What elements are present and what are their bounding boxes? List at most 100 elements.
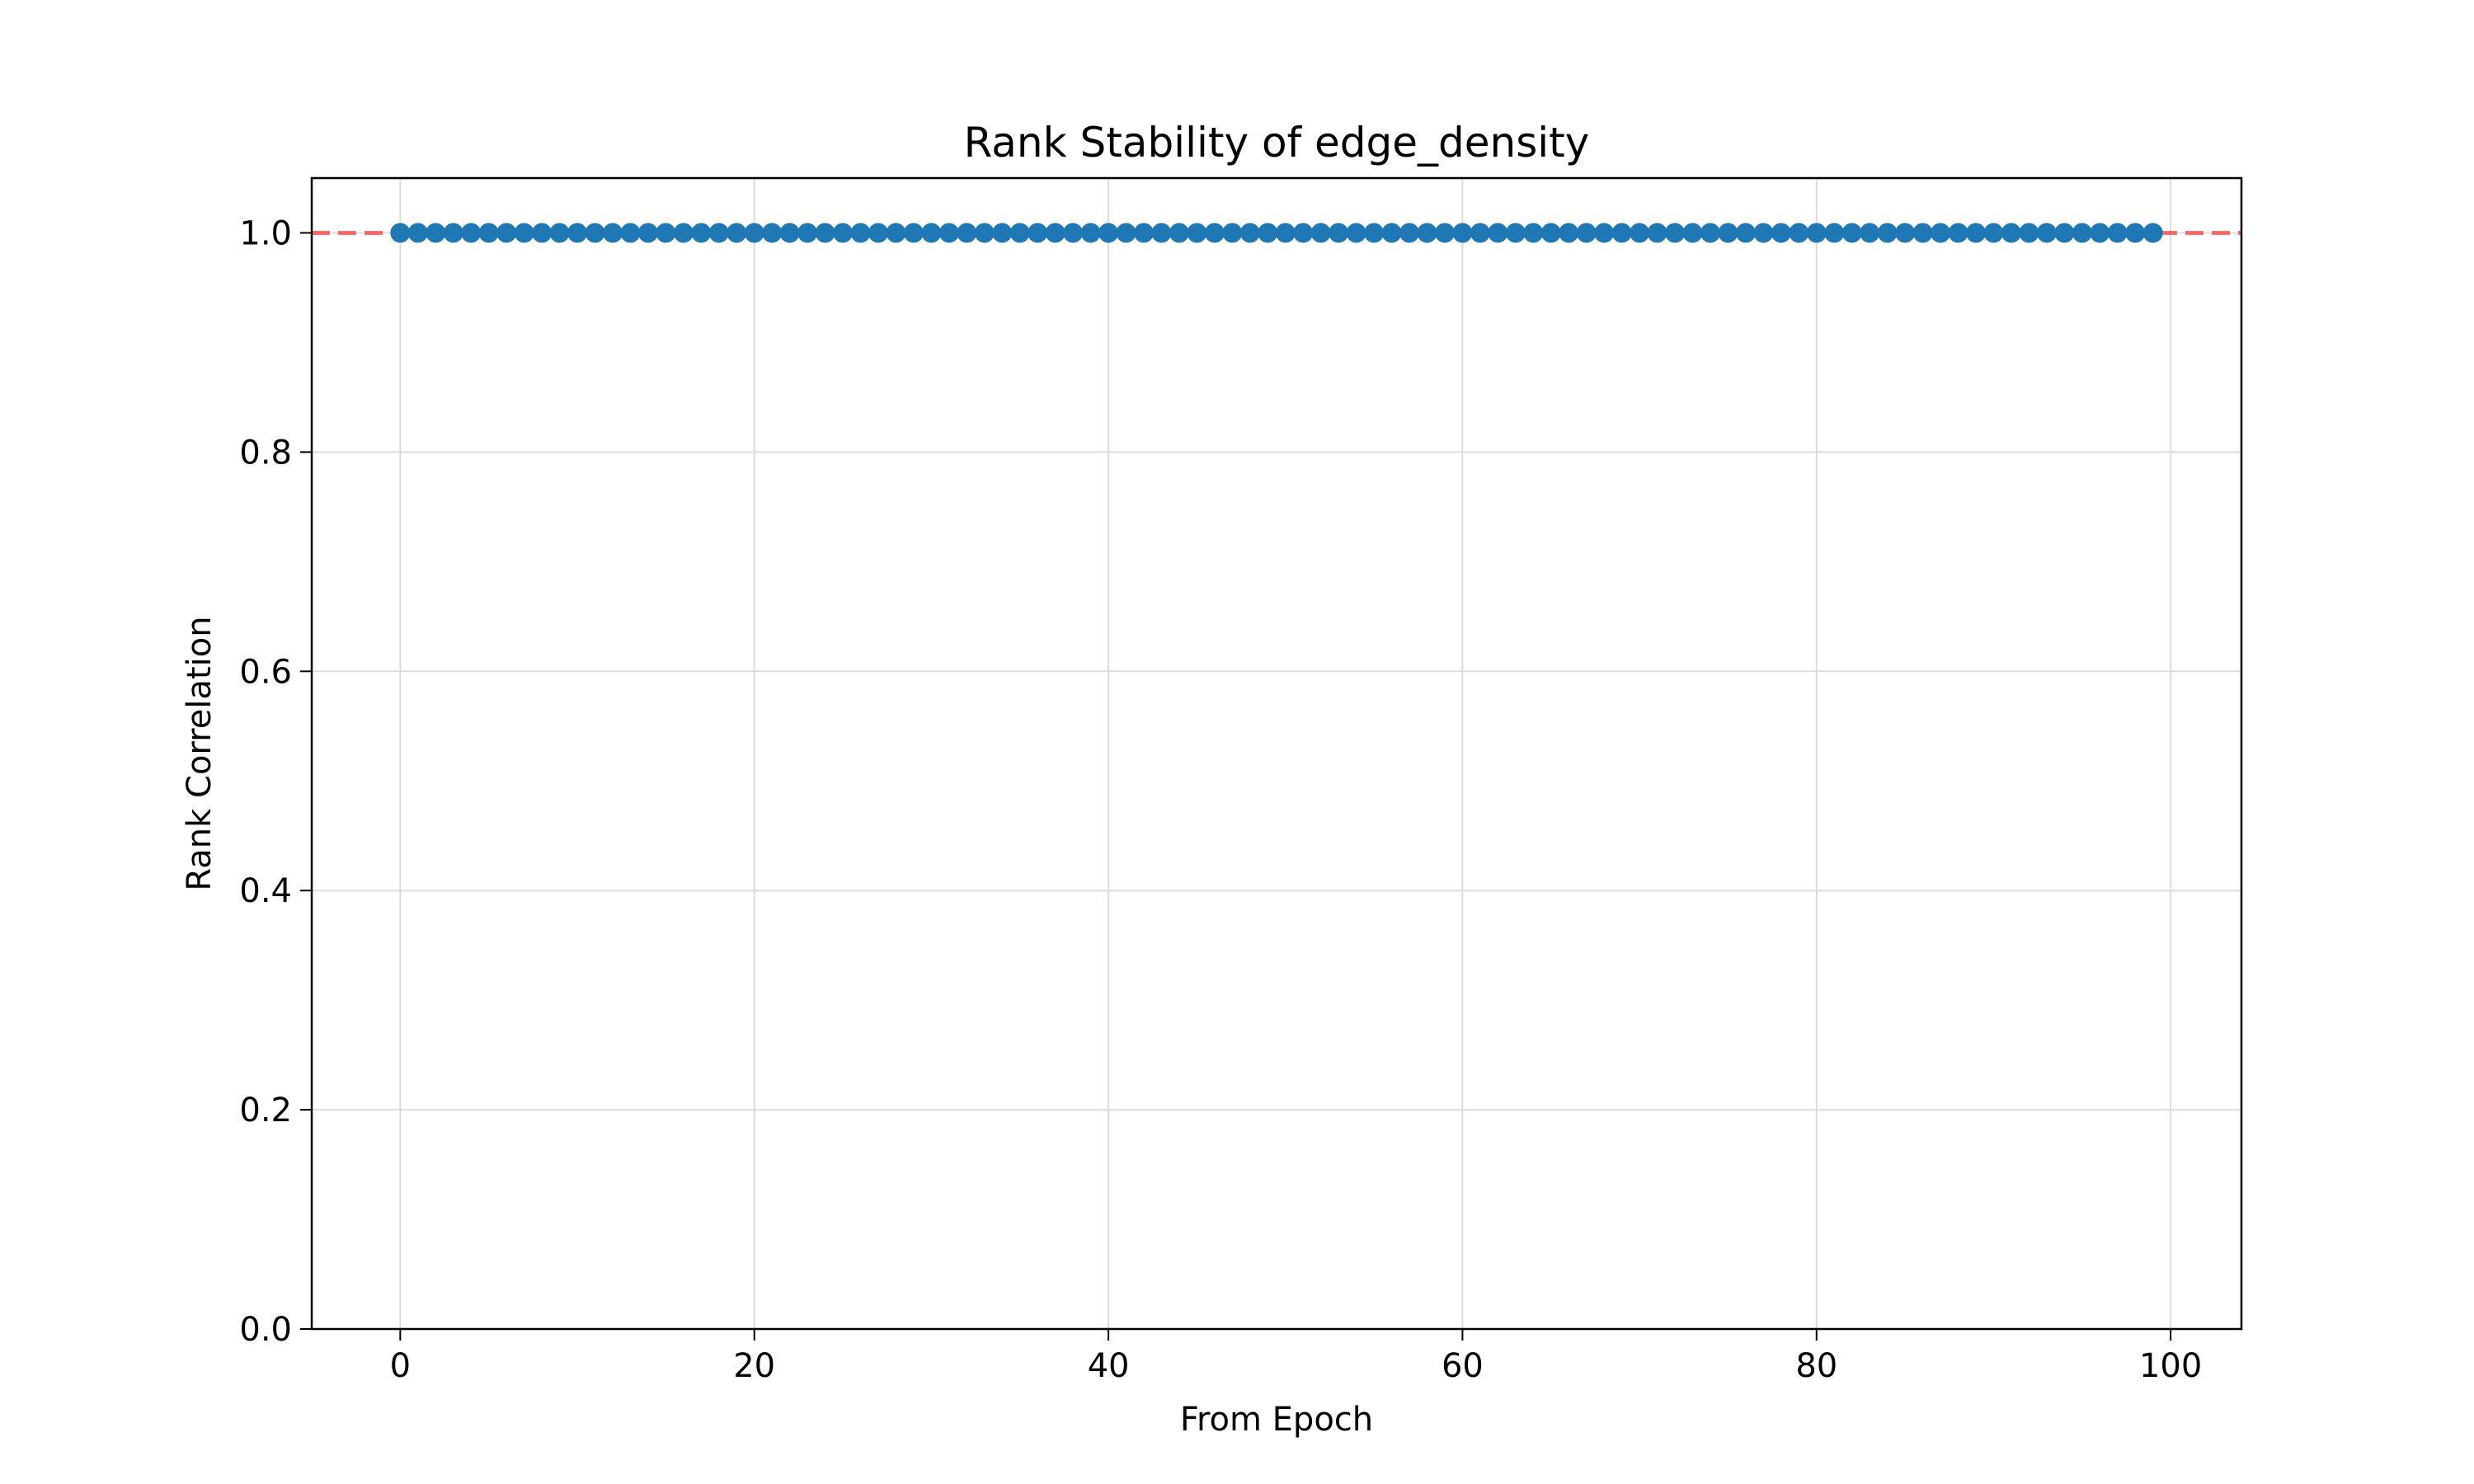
x-tick-label: 0 bbox=[390, 1347, 411, 1385]
data-point bbox=[1806, 223, 1827, 243]
data-point bbox=[1009, 223, 1030, 243]
data-point bbox=[2019, 223, 2039, 243]
data-point bbox=[1098, 223, 1119, 243]
data-point bbox=[2036, 223, 2057, 243]
data-point bbox=[1133, 223, 1154, 243]
data-point bbox=[1434, 223, 1455, 243]
data-point bbox=[2054, 223, 2075, 243]
data-point bbox=[974, 223, 995, 243]
data-point bbox=[903, 223, 924, 243]
data-point bbox=[1169, 223, 1189, 243]
data-point bbox=[744, 223, 764, 243]
data-point bbox=[1540, 223, 1561, 243]
data-point bbox=[1381, 223, 1402, 243]
data-point bbox=[549, 223, 570, 243]
data-point bbox=[585, 223, 605, 243]
data-point bbox=[1204, 223, 1225, 243]
data-point bbox=[1983, 223, 2004, 243]
data-point bbox=[815, 223, 835, 243]
data-point bbox=[938, 223, 959, 243]
y-axis-ticks: 0.0 0.2 0.4 0.6 0.8 1.0 bbox=[239, 214, 312, 1349]
data-point bbox=[992, 223, 1013, 243]
x-tick-label: 40 bbox=[1088, 1347, 1130, 1385]
data-point bbox=[727, 223, 747, 243]
data-point bbox=[1718, 223, 1738, 243]
data-point bbox=[2072, 223, 2092, 243]
x-tick-label: 60 bbox=[1442, 1347, 1484, 1385]
data-point bbox=[921, 223, 942, 243]
data-point bbox=[1860, 223, 1880, 243]
data-point bbox=[1151, 223, 1172, 243]
data-point bbox=[1912, 223, 1933, 243]
data-point bbox=[426, 223, 446, 243]
data-point bbox=[1576, 223, 1597, 243]
data-point bbox=[2142, 223, 2163, 243]
data-point bbox=[1239, 223, 1260, 243]
data-point bbox=[390, 223, 411, 243]
data-point bbox=[1771, 223, 1791, 243]
data-point bbox=[1452, 223, 1473, 243]
data-point bbox=[567, 223, 588, 243]
data-point bbox=[779, 223, 800, 243]
data-point bbox=[1028, 223, 1048, 243]
x-tick-label: 100 bbox=[2139, 1347, 2202, 1385]
data-point bbox=[496, 223, 517, 243]
x-axis-label: From Epoch bbox=[1180, 1401, 1373, 1439]
data-point bbox=[461, 223, 482, 243]
data-point bbox=[833, 223, 854, 243]
data-point bbox=[1948, 223, 1968, 243]
data-point bbox=[850, 223, 871, 243]
series-layer bbox=[390, 223, 2163, 243]
data-point bbox=[708, 223, 729, 243]
data-point bbox=[1594, 223, 1615, 243]
data-point bbox=[691, 223, 712, 243]
plot-frame bbox=[310, 176, 2243, 1331]
data-point bbox=[443, 223, 463, 243]
data-point bbox=[1399, 223, 1420, 243]
data-point bbox=[1753, 223, 1774, 243]
data-point bbox=[1665, 223, 1686, 243]
data-point bbox=[1293, 223, 1314, 243]
data-point bbox=[1258, 223, 1278, 243]
data-point bbox=[1789, 223, 1809, 243]
data-point bbox=[1700, 223, 1720, 243]
data-point bbox=[957, 223, 977, 243]
data-point bbox=[602, 223, 623, 243]
y-axis-label: Rank Correlation bbox=[181, 616, 219, 890]
data-point bbox=[1275, 223, 1296, 243]
data-point bbox=[2001, 223, 2021, 243]
data-point bbox=[514, 223, 534, 243]
data-point bbox=[1841, 223, 1862, 243]
data-point bbox=[1080, 223, 1101, 243]
y-tick-label: 1.0 bbox=[239, 214, 292, 252]
data-point bbox=[2090, 223, 2110, 243]
data-point bbox=[656, 223, 676, 243]
data-point bbox=[673, 223, 694, 243]
y-tick-label: 0.6 bbox=[239, 653, 292, 691]
data-point bbox=[407, 223, 428, 243]
y-tick-label: 0.4 bbox=[239, 872, 292, 910]
data-point bbox=[886, 223, 906, 243]
data-point bbox=[478, 223, 499, 243]
data-point bbox=[1824, 223, 1845, 243]
data-point bbox=[1346, 223, 1366, 243]
data-point bbox=[1630, 223, 1650, 243]
data-point bbox=[1045, 223, 1065, 243]
data-point bbox=[1063, 223, 1084, 243]
x-tick-label: 20 bbox=[733, 1347, 775, 1385]
data-point bbox=[620, 223, 641, 243]
data-point bbox=[2107, 223, 2128, 243]
data-point bbox=[1877, 223, 1898, 243]
data-point bbox=[1735, 223, 1756, 243]
data-point bbox=[2125, 223, 2146, 243]
data-point bbox=[1895, 223, 1916, 243]
data-point bbox=[1488, 223, 1508, 243]
x-axis-ticks: 0 20 40 60 80 100 bbox=[390, 1329, 2202, 1385]
data-point bbox=[762, 223, 783, 243]
data-point bbox=[1523, 223, 1544, 243]
data-point bbox=[1116, 223, 1136, 243]
data-point bbox=[1222, 223, 1243, 243]
data-point bbox=[1682, 223, 1703, 243]
data-point bbox=[637, 223, 658, 243]
